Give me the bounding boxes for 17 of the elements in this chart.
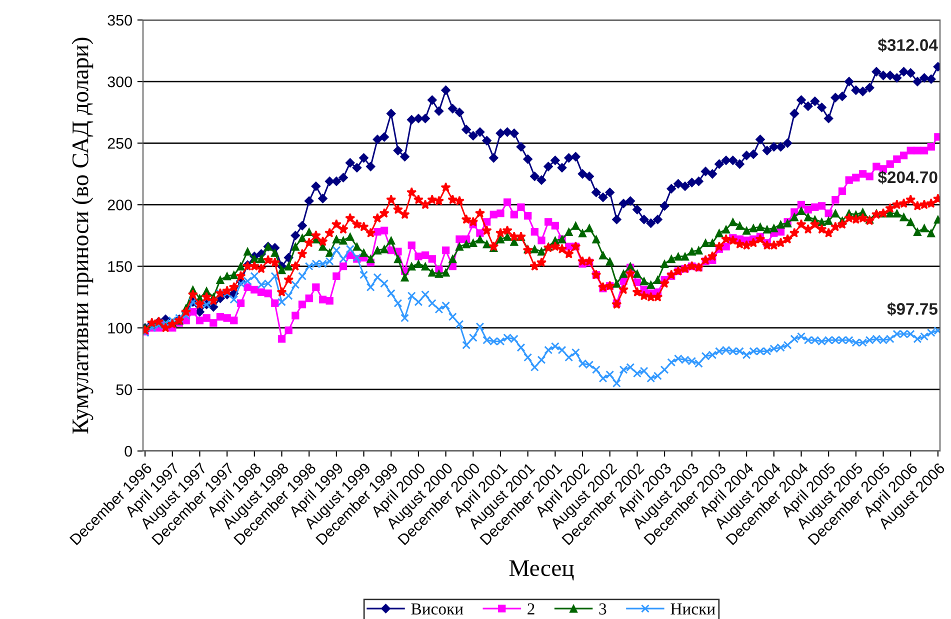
legend-label: Ниски [670,603,716,615]
annotation: $97.75 [887,302,938,316]
y-tick-label: 350 [108,14,132,26]
y-tick-label: 50 [116,384,132,396]
y-tick-label: 0 [124,446,132,457]
annotation: $312.04 [878,38,938,52]
y-tick-label: 150 [108,261,132,272]
y-tick-label: 100 [108,322,132,334]
annotation: $204.70 [878,170,938,184]
y-tick-label: 200 [108,200,132,210]
y-tick-label: 250 [108,138,132,149]
legend-label: Високи [411,603,464,615]
y-tick-label: 300 [108,76,132,88]
y-axis-title: Кумулативни приноси (во САД долари) [72,38,94,434]
x-axis-title: Месец [509,560,574,580]
legend-label: 3 [599,603,606,615]
legend-label: 2 [528,603,534,614]
